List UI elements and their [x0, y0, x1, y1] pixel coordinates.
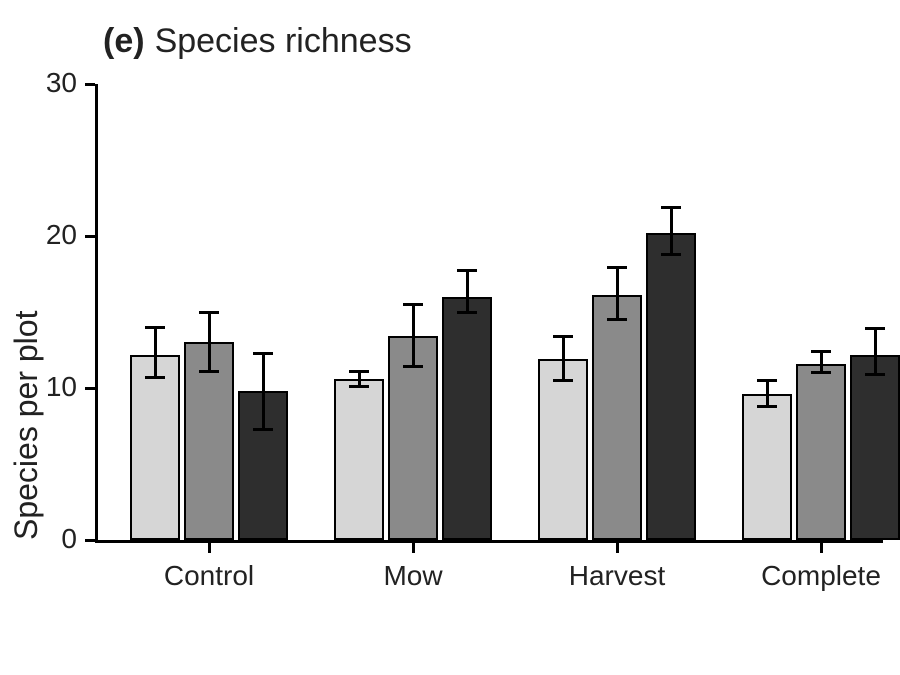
error-bar-cap-bottom: [403, 365, 423, 368]
y-tick-label: 0: [27, 523, 77, 555]
x-tick: [412, 543, 415, 553]
x-category-label: Complete: [731, 560, 900, 592]
x-tick: [616, 543, 619, 553]
error-bar-cap-top: [349, 370, 369, 373]
error-bar-cap-top: [607, 266, 627, 269]
error-bar-stem: [208, 312, 211, 371]
error-bar-cap-bottom: [865, 373, 885, 376]
error-bar-cap-bottom: [757, 405, 777, 408]
error-bar-cap-bottom: [349, 385, 369, 388]
y-tick-label: 30: [27, 67, 77, 99]
bar: [850, 355, 900, 540]
error-bar-cap-top: [199, 311, 219, 314]
bar: [130, 355, 180, 540]
y-tick: [85, 387, 95, 390]
error-bar-cap-top: [553, 335, 573, 338]
error-bar-stem: [670, 207, 673, 254]
y-tick-label: 20: [27, 219, 77, 251]
error-bar-cap-top: [811, 350, 831, 353]
error-bar-cap-top: [457, 269, 477, 272]
bar: [442, 297, 492, 540]
x-category-label: Harvest: [527, 560, 707, 592]
panel-title-text: Species richness: [155, 22, 412, 60]
error-bar-cap-top: [253, 352, 273, 355]
panel-title: (e) Species richness: [103, 22, 412, 61]
error-bar-stem: [562, 336, 565, 380]
error-bar-cap-top: [757, 379, 777, 382]
error-bar-stem: [616, 268, 619, 320]
error-bar-cap-bottom: [607, 318, 627, 321]
x-tick: [820, 543, 823, 553]
bar: [742, 394, 792, 540]
bar: [796, 364, 846, 540]
error-bar-cap-bottom: [661, 253, 681, 256]
chart-canvas: (e) Species richness Species per plot0 10 20…: [0, 0, 900, 675]
error-bar-stem: [262, 353, 265, 429]
error-bar-cap-bottom: [811, 371, 831, 374]
y-axis: [95, 84, 98, 543]
bar: [646, 233, 696, 540]
ylabel-clip: Species per plot: [0, 128, 48, 540]
error-bar-cap-top: [661, 206, 681, 209]
error-bar-stem: [874, 329, 877, 375]
x-tick: [208, 543, 211, 553]
panel-label: (e): [103, 22, 145, 60]
error-bar-cap-top: [145, 326, 165, 329]
bar: [538, 359, 588, 540]
error-bar-stem: [766, 380, 769, 406]
error-bar-stem: [154, 327, 157, 377]
x-axis: [95, 540, 883, 543]
error-bar-stem: [466, 271, 469, 312]
error-bar-cap-bottom: [457, 311, 477, 314]
y-tick: [85, 83, 95, 86]
y-tick-label: 10: [27, 371, 77, 403]
x-category-label: Control: [119, 560, 299, 592]
y-tick: [85, 235, 95, 238]
bar: [334, 379, 384, 540]
error-bar-cap-bottom: [199, 370, 219, 373]
y-axis-label: Species per plot: [8, 311, 45, 540]
error-bar-stem: [820, 352, 823, 373]
error-bar-cap-bottom: [553, 379, 573, 382]
error-bar-cap-bottom: [253, 428, 273, 431]
y-tick: [85, 539, 95, 542]
error-bar-cap-top: [403, 303, 423, 306]
error-bar-cap-top: [865, 327, 885, 330]
x-category-label: Mow: [323, 560, 503, 592]
error-bar-cap-bottom: [145, 376, 165, 379]
bar: [592, 295, 642, 540]
error-bar-stem: [412, 304, 415, 366]
